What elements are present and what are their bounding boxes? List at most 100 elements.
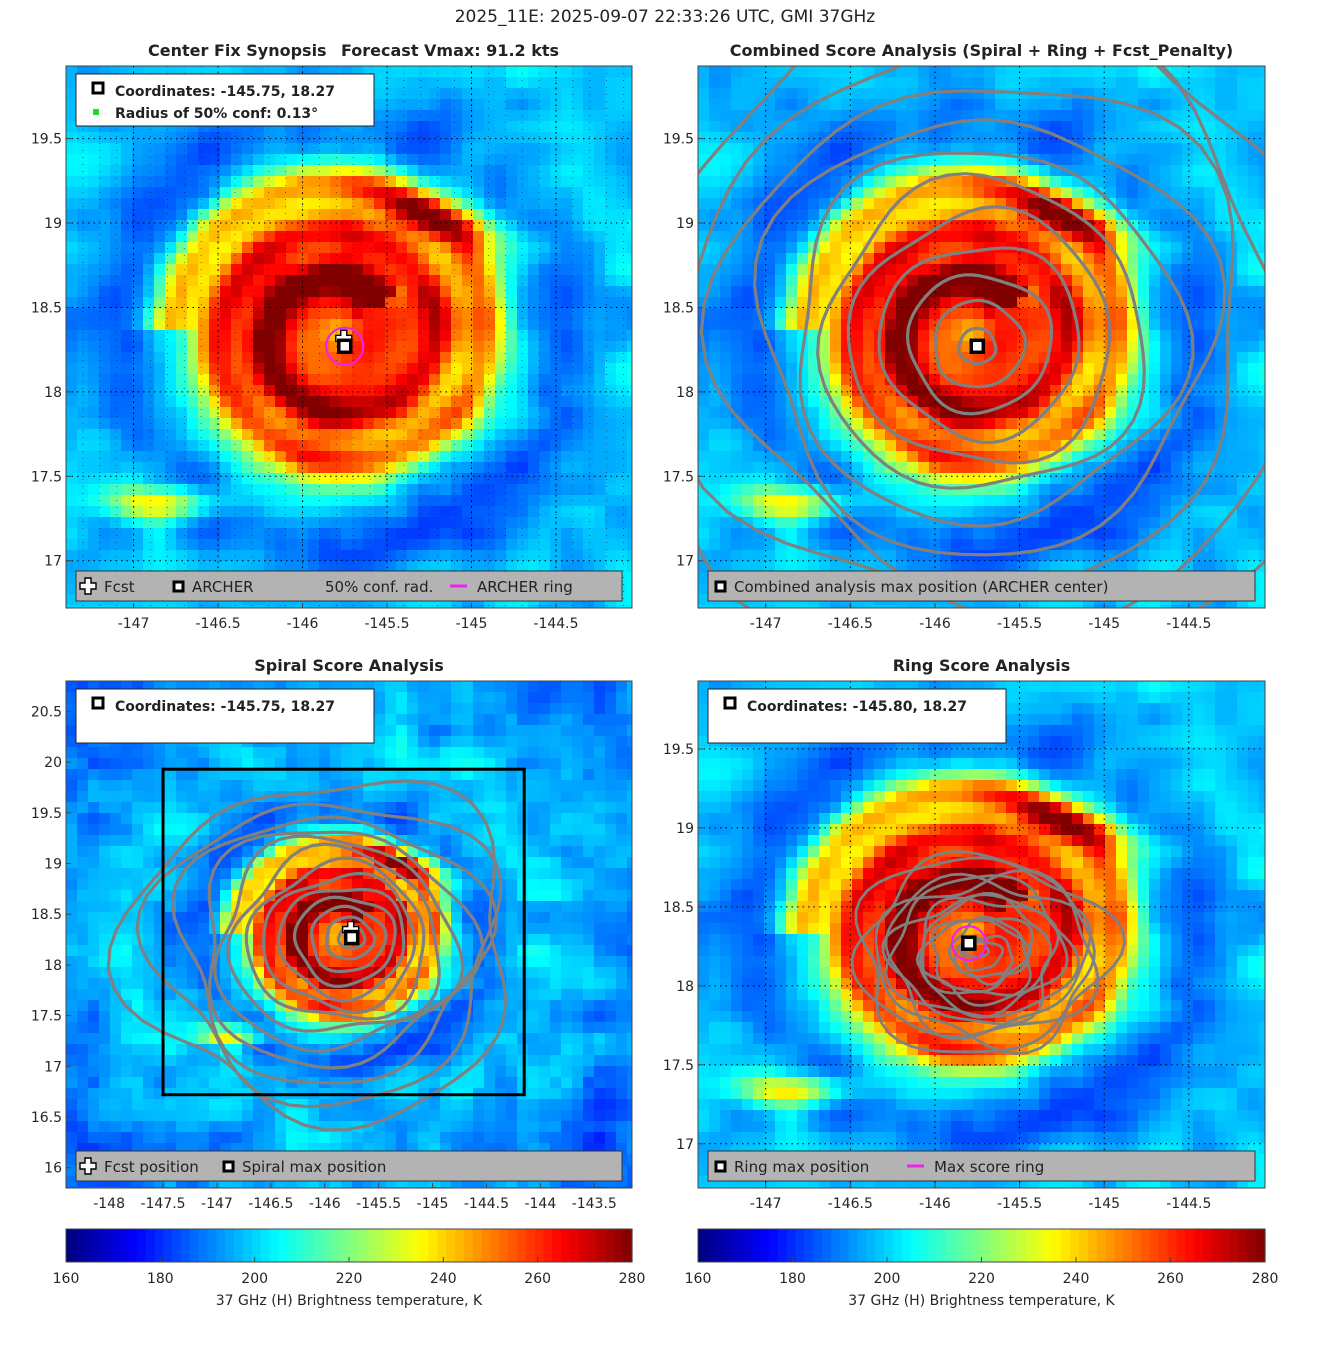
colorbar-tick-label: 280	[619, 1271, 646, 1287]
tick-label-x: -147	[201, 1196, 233, 1212]
legend-frame	[707, 570, 1256, 602]
archer-center-marker	[343, 929, 360, 946]
tick-label-y: 18.5	[31, 300, 62, 316]
tick-label-y: 19	[676, 216, 694, 232]
archer-center-marker	[337, 338, 353, 355]
info-box-frame	[707, 688, 1007, 744]
contour-ring	[310, 904, 388, 974]
contour-ring	[207, 830, 485, 1070]
colorbar-tick-label: 180	[147, 1271, 174, 1287]
colorbar-tick-label: 240	[430, 1271, 457, 1287]
panel-p1: Coordinates: -145.75, 18.27 Radius of 50%…	[31, 41, 633, 632]
axes-frame	[65, 680, 633, 1189]
panel-title: Spiral Score Analysis	[254, 656, 444, 675]
tick-label-y: 18	[676, 385, 694, 401]
panel-p4: Coordinates: -145.80, 18.27 Ring max posi…	[663, 656, 1266, 1212]
legend-label: Spiral max position	[242, 1158, 386, 1176]
tick-label-x: -146.5	[828, 1196, 873, 1212]
tick-label-y: 19.5	[663, 742, 694, 758]
tick-label-x: -145.5	[364, 616, 409, 632]
legend-p4: Ring max position Max score ring	[707, 1150, 1256, 1182]
contours-p4	[850, 850, 1126, 1055]
colorbar-tick-label: 220	[336, 1271, 363, 1287]
tick-label-x: -144	[524, 1196, 556, 1212]
tick-label-y: 19.5	[663, 132, 694, 148]
contour-ring	[213, 834, 465, 1053]
contour-ring	[930, 918, 1032, 993]
tick-label-y: 18	[44, 385, 62, 401]
colorbar-tick-label: 200	[874, 1271, 901, 1287]
contour-ring	[816, 172, 1146, 490]
tick-label-x: -144.5	[1166, 1196, 1211, 1212]
legend-label: Max score ring	[934, 1158, 1044, 1176]
analysis-box	[161, 767, 526, 1097]
colorbar-cb1: 160 180 200 220 240 260 280 37 GHz (H) Brightne…	[53, 1228, 646, 1309]
tick-label-x: -145	[1088, 616, 1120, 632]
tick-label-x: -146	[919, 616, 951, 632]
tick-label-x: -145.5	[356, 1196, 401, 1212]
contour-ring	[262, 871, 417, 1015]
tick-label-x: -146	[309, 1196, 341, 1212]
info-radius: Radius of 50% conf: 0.13°	[115, 106, 318, 122]
contour-ring	[957, 326, 998, 366]
contour-ring	[934, 298, 1028, 389]
square-icon	[723, 696, 737, 710]
colorbar-tick-label: 280	[1252, 1271, 1279, 1287]
contour-ring	[276, 887, 406, 1003]
tick-label-x: -145	[456, 616, 488, 632]
colorbar-label: 37 GHz (H) Brightness temperature, K	[216, 1293, 483, 1309]
legend-p3: Fcst position Spiral max position	[75, 1150, 623, 1182]
contour-ring	[874, 868, 1096, 1055]
colorbar-tick-label: 260	[1157, 1271, 1184, 1287]
contour-ring	[699, 89, 1235, 599]
panel-p2: Combined analysis max position (ARCHER c…	[663, 41, 1266, 632]
legend-label: Fcst position	[104, 1158, 199, 1176]
contour-ring	[292, 895, 397, 988]
contour-ring	[106, 779, 508, 1132]
legend-label: ARCHER	[192, 578, 254, 596]
tick-label-y: 18	[676, 979, 694, 995]
colorbar-label: 37 GHz (H) Brightness temperature, K	[848, 1293, 1115, 1309]
contour-ring	[881, 893, 1060, 1026]
info-coordinates: Coordinates: -145.80, 18.27	[747, 699, 967, 715]
axes-frame	[697, 680, 1266, 1189]
tick-label-y: 20.5	[31, 704, 62, 720]
legend-label: Ring max position	[734, 1158, 869, 1176]
tick-label-y: 17	[44, 1059, 62, 1075]
panel-title-right: Forecast Vmax: 91.2 kts	[341, 41, 559, 60]
contour-ring	[325, 915, 377, 961]
heatmap-p2	[698, 66, 1265, 608]
legend-frame	[75, 1150, 623, 1182]
colorbar-tick-label: 240	[1063, 1271, 1090, 1287]
tick-label-y: 18	[44, 958, 62, 974]
tick-label-x: -147	[750, 1196, 782, 1212]
tick-label-y: 19.5	[31, 132, 62, 148]
tick-label-y: 19.5	[31, 806, 62, 822]
contour-ring	[953, 934, 1014, 986]
colorbar-tick-label: 180	[779, 1271, 806, 1287]
conf-dot-icon	[93, 109, 99, 115]
contour-ring	[854, 856, 1126, 1054]
legend-label: Fcst	[104, 578, 135, 596]
contour-ring	[753, 118, 1227, 557]
square-icon	[91, 696, 105, 710]
colorbar-tick-label: 220	[968, 1271, 995, 1287]
info-box: Coordinates: -145.75, 18.27	[75, 688, 375, 744]
axes-frame	[697, 65, 1266, 609]
info-box-frame	[75, 688, 375, 744]
tick-label-x: -145	[417, 1196, 449, 1212]
colorbar-cb2: 160 180 200 220 240 260 280 37 GHz (H) Brightne…	[685, 1228, 1279, 1309]
contour-ring	[884, 874, 1080, 1019]
tick-label-x: -148	[93, 1196, 125, 1212]
legend-label: ARCHER ring	[477, 578, 573, 596]
tick-label-y: 20	[44, 755, 62, 771]
tick-label-y: 17.5	[663, 469, 694, 485]
contour-ring	[135, 802, 503, 1109]
panel-p3: Coordinates: -145.75, 18.27 Fcst position…	[31, 656, 633, 1212]
contour-ring	[915, 917, 1034, 1007]
tick-label-x: -145	[1088, 1196, 1120, 1212]
square-icon	[172, 580, 185, 593]
panel-title: Ring Score Analysis	[893, 656, 1071, 675]
tick-label-x: -145.5	[997, 616, 1042, 632]
